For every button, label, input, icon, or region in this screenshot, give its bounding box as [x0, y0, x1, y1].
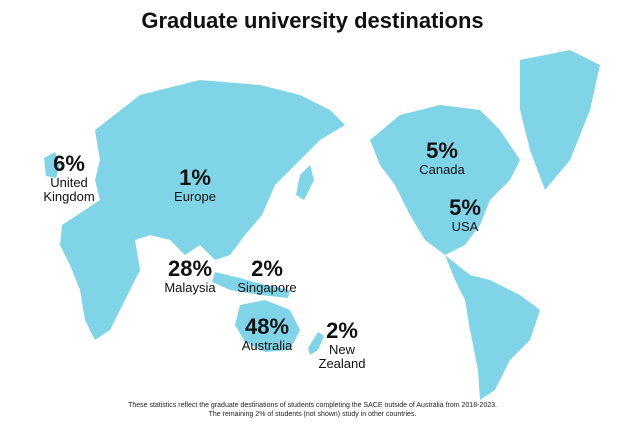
destination-name: Europe — [174, 189, 216, 205]
destination: 1% Europe — [150, 165, 240, 205]
destination: 5% Canada — [397, 138, 487, 178]
destination: 2% Singapore — [222, 256, 312, 296]
title: Graduate university destinations — [141, 8, 484, 33]
footnote: The remaining 2% of students (not shown)… — [208, 411, 417, 418]
destination: 6% United Kingdom — [34, 151, 104, 205]
destination: 2% New Zealand — [317, 318, 367, 372]
destination-name: Canada — [419, 162, 465, 178]
percent: 6% — [53, 151, 85, 176]
percent: 2% — [251, 256, 283, 281]
percent: 5% — [449, 195, 481, 220]
indonesia — [212, 272, 290, 298]
percent: 28% — [167, 256, 213, 281]
percent: 48% — [244, 314, 290, 339]
japan — [296, 165, 314, 200]
percent: 2% — [326, 318, 358, 343]
destination: 28% Malaysia — [145, 256, 235, 296]
north-america — [370, 105, 520, 255]
destination-name: Singapore — [237, 280, 297, 296]
footnote: These statistics reflect the graduate de… — [128, 402, 497, 409]
greenland — [520, 50, 600, 190]
destination-name: New Zealand — [318, 342, 366, 372]
new-zealand — [308, 332, 324, 355]
south-america — [445, 255, 540, 400]
australia — [235, 300, 300, 352]
eurasia-africa — [60, 80, 345, 340]
uk — [44, 152, 60, 178]
percent: 5% — [426, 138, 458, 163]
destination-name: Malaysia — [164, 280, 216, 296]
destination: 5% USA — [420, 195, 510, 235]
destination-name: USA — [451, 219, 479, 235]
destination: 48% Australia — [222, 314, 312, 354]
destination-name: Australia — [241, 338, 293, 354]
percent: 1% — [179, 165, 211, 190]
destination-name: United Kingdom — [43, 175, 95, 205]
